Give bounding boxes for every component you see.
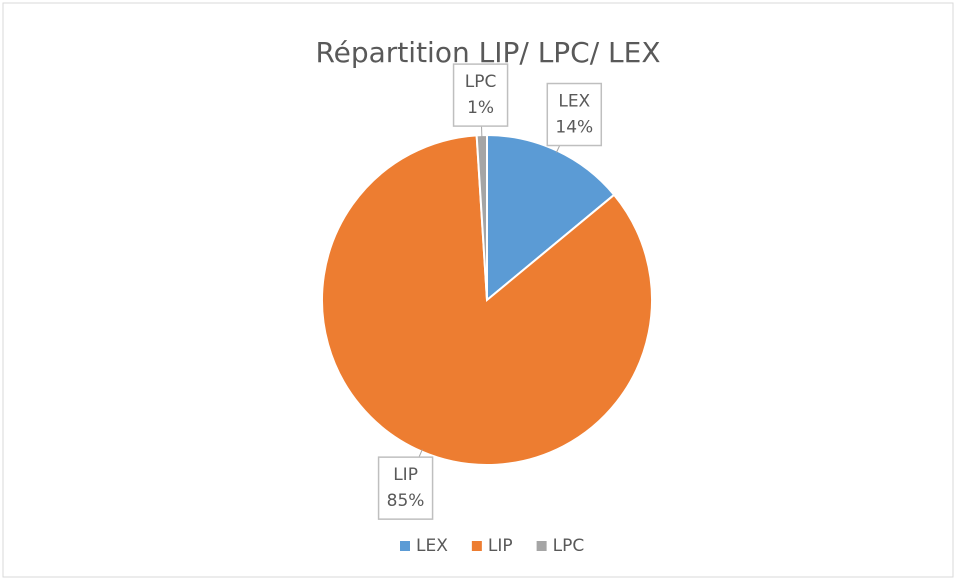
legend-label: LPC (553, 536, 585, 556)
data-label-box (452, 63, 509, 127)
legend-label: LIP (488, 536, 513, 556)
legend-swatch (471, 541, 482, 551)
data-label-name: LEX (558, 92, 590, 112)
legend-swatch (400, 541, 410, 551)
legend-label: LEX (416, 536, 448, 556)
data-label-value: 14% (555, 118, 593, 138)
data-label-box (377, 456, 434, 520)
data-label-name: LIP (393, 465, 418, 485)
legend-swatch (536, 541, 547, 551)
data-label-box (546, 82, 603, 147)
data-label-value: 85% (387, 491, 425, 511)
data-label-value: 1% (467, 98, 494, 118)
data-label-name: LPC (465, 72, 497, 92)
